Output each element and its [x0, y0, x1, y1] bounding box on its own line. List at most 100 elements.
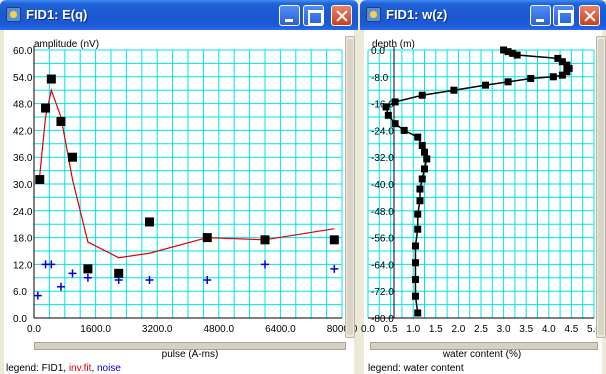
y-tick-label: 36.0 — [13, 153, 33, 164]
legend-data: FID1 — [41, 363, 64, 374]
x-tick-label: 2.5 — [474, 324, 488, 335]
legend-noise: noise — [97, 363, 121, 374]
data-point — [482, 81, 490, 89]
vertical-scrollbar[interactable] — [596, 36, 606, 338]
y-tick-label: -8.0 — [371, 73, 389, 84]
data-point — [83, 264, 93, 274]
y-tick-label: -40.0 — [371, 180, 394, 191]
legend-prefix: legend: — [6, 363, 42, 374]
y-tick-label: 18.0 — [13, 234, 33, 245]
data-point — [391, 120, 399, 128]
legend: legend: FID1, inv.fit, noise — [6, 363, 121, 374]
y-tick-label: 0.0 — [371, 46, 385, 57]
x-tick-label: 1.5 — [429, 324, 443, 335]
title-bar[interactable]: FID1: w(z) — [360, 0, 606, 30]
x-axis-label: pulse (A-ms) — [162, 349, 219, 360]
data-point — [554, 54, 562, 62]
legend: legend: water content — [368, 363, 464, 374]
y-tick-label: -32.0 — [371, 153, 394, 164]
x-tick-label: 6400.0 — [265, 324, 296, 335]
legend-sep: , — [91, 363, 97, 374]
data-point — [414, 133, 422, 141]
data-point — [558, 71, 566, 79]
minimize-button[interactable] — [279, 5, 300, 26]
noise-point — [145, 276, 154, 285]
data-point — [46, 74, 56, 84]
water-content-chart: 0.0-8.0-16.0-24.0-32.0-40.0-48.0-56.0-64… — [361, 39, 601, 360]
y-tick-label: 48.0 — [13, 100, 33, 111]
y-tick-label: 24.0 — [13, 207, 33, 218]
x-tick-label: 0.0 — [361, 324, 375, 335]
app-icon[interactable] — [366, 7, 381, 22]
close-button[interactable] — [331, 5, 352, 26]
close-button[interactable] — [579, 5, 600, 26]
y-axis-label: depth (m) — [372, 39, 415, 50]
data-point — [421, 165, 428, 173]
maximize-button[interactable] — [553, 5, 574, 26]
window-water-content: FID1: w(z) 0.0 -8.0 -16.0 -24.0 -32.0 -40.0 -4… — [360, 0, 606, 374]
y-tick-label: 0.0 — [13, 314, 27, 325]
y-tick-label: 54.0 — [13, 73, 33, 84]
noise-point — [203, 276, 212, 285]
data-point — [418, 91, 426, 99]
noise-point — [68, 269, 77, 278]
data-point — [416, 197, 424, 205]
data-point — [421, 148, 428, 156]
y-tick-label: -48.0 — [371, 207, 394, 218]
data-point — [504, 48, 512, 56]
window-title: FID1: E(q) — [26, 7, 88, 22]
data-point — [558, 58, 566, 66]
x-tick-label: 0.5 — [384, 324, 398, 335]
noise-point — [330, 264, 339, 273]
data-point — [411, 259, 419, 267]
x-tick-label: 0.0 — [27, 324, 41, 335]
data-point — [527, 74, 535, 82]
data-point — [418, 175, 426, 183]
data-point — [418, 141, 426, 149]
title-bar[interactable]: FID1: E(q) — [0, 0, 358, 30]
minimize-button[interactable] — [530, 5, 551, 26]
y-tick-label: -80.0 — [371, 314, 394, 325]
data-point — [423, 155, 431, 163]
x-tick-label: 4800.0 — [204, 324, 235, 335]
data-point — [41, 103, 51, 113]
horizontal-scrollbar[interactable] — [370, 342, 598, 350]
y-tick-label: -56.0 — [371, 234, 394, 245]
y-tick-label: -64.0 — [371, 260, 394, 271]
data-point — [411, 242, 419, 250]
data-point — [411, 292, 419, 300]
amplitude-chart: 60.0 54.0 48.0 42.0 36.0 30.0 24.0 18.0 12.0 6.0 0… — [13, 39, 358, 360]
x-tick-label: 4.5 — [564, 324, 578, 335]
noise-point — [56, 282, 65, 291]
data-point — [114, 268, 124, 278]
fit-line — [39, 88, 335, 259]
x-tick-label: 5.0 — [587, 324, 601, 335]
x-axis-label: water content (%) — [442, 349, 521, 360]
legend-fit: inv.fit — [68, 363, 92, 374]
data-point — [500, 46, 508, 54]
data-point — [384, 111, 392, 119]
x-tick-label: 3.0 — [497, 324, 511, 335]
data-point — [202, 233, 212, 243]
x-tick-label: 3.5 — [519, 324, 533, 335]
data-point — [260, 235, 270, 245]
data-point — [414, 210, 422, 218]
noise-point — [261, 260, 269, 269]
data-point — [513, 51, 521, 59]
data-point — [35, 175, 45, 185]
horizontal-scrollbar[interactable] — [34, 342, 346, 350]
maximize-button[interactable] — [303, 5, 324, 26]
data-point — [329, 235, 339, 245]
app-icon[interactable] — [6, 7, 21, 22]
data-point — [450, 86, 458, 94]
vertical-scrollbar[interactable] — [345, 36, 355, 338]
y-tick-label: -24.0 — [371, 126, 394, 137]
data-point — [145, 217, 154, 227]
x-tick-label: 4.0 — [542, 324, 556, 335]
y-tick-label: 6.0 — [13, 287, 27, 298]
data-point — [509, 49, 517, 57]
data-point — [416, 185, 424, 193]
data-point — [414, 309, 422, 317]
y-tick-label: 42.0 — [13, 126, 33, 137]
data-point — [414, 225, 422, 233]
